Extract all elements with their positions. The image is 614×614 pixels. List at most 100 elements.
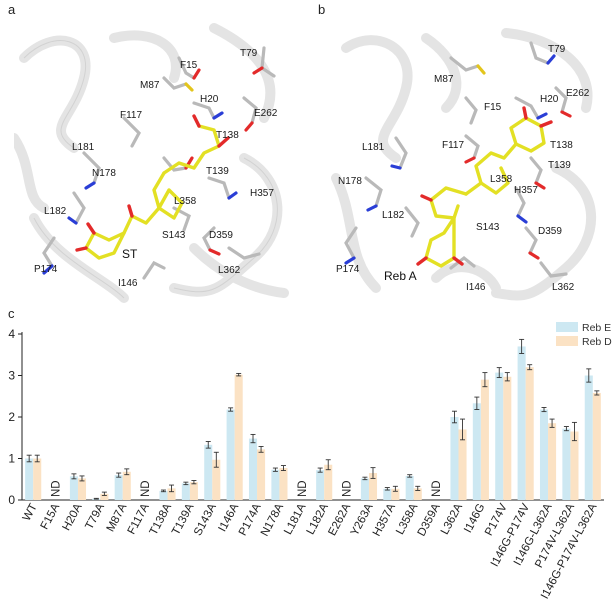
bar-reb-d xyxy=(212,459,221,500)
chart-bars xyxy=(25,346,601,500)
chart-axes: 0 1 2 3 4 xyxy=(8,327,604,507)
residue-label: T139 xyxy=(548,160,571,171)
bar-reb-d xyxy=(33,458,42,500)
bar-reb-d xyxy=(189,482,198,500)
residue-label: I146 xyxy=(466,282,486,293)
residue-label: T79 xyxy=(240,48,258,59)
residue-label: T138 xyxy=(216,130,239,141)
category-label: T79A xyxy=(83,501,107,531)
bar-reb-e xyxy=(69,476,78,500)
residue-label: H20 xyxy=(200,94,219,105)
ligand-sticks-b xyxy=(416,106,553,268)
residue-labels-a: F15 T79 M87 H20 E262 F117 T138 L181 T139… xyxy=(34,48,278,289)
legend-swatch xyxy=(556,336,578,346)
residue-label: L362 xyxy=(218,265,241,276)
residue-label: L362 xyxy=(552,282,575,293)
bar-reb-d xyxy=(279,468,288,500)
nd-label: ND xyxy=(51,480,63,497)
chart-error-bars xyxy=(26,338,600,500)
residue-label: P174 xyxy=(34,264,58,275)
residue-label: M87 xyxy=(434,74,454,85)
bar-reb-d xyxy=(324,464,333,500)
residue-label: F117 xyxy=(442,140,464,151)
bar-reb-e xyxy=(450,417,459,500)
residue-sticks-a xyxy=(42,46,276,280)
bar-reb-e xyxy=(495,372,504,500)
bar-reb-d xyxy=(167,488,176,500)
bar-reb-d xyxy=(257,449,266,500)
category-label: WT xyxy=(21,502,40,523)
bar-reb-d xyxy=(570,431,579,500)
legend-label: Reb E xyxy=(582,322,611,334)
residue-label: F15 xyxy=(484,102,502,113)
structure-a-drawing: F15 T79 M87 H20 E262 F117 T138 L181 T139… xyxy=(14,18,296,304)
category-label: F15A xyxy=(39,501,63,531)
category-label: H357A xyxy=(371,501,398,538)
residue-label: L181 xyxy=(72,142,95,153)
y-tick-label: 0 xyxy=(8,493,15,507)
residue-sticks-b xyxy=(344,41,572,278)
bar-reb-d xyxy=(503,376,512,500)
legend-label: Reb D xyxy=(582,336,612,348)
protein-cartoon-a-outline xyxy=(23,40,278,299)
bar-reb-d xyxy=(458,429,467,500)
bar-reb-d xyxy=(391,488,400,500)
bar-reb-d xyxy=(234,374,243,500)
residue-label: E262 xyxy=(254,108,278,119)
residue-label: T139 xyxy=(206,166,229,177)
category-label: D359A xyxy=(416,501,443,538)
residue-label: D359 xyxy=(538,226,562,237)
bar-reb-e xyxy=(517,346,526,500)
bar-reb-d xyxy=(548,423,557,500)
residue-label: I146 xyxy=(118,278,138,289)
bar-reb-e xyxy=(539,409,549,500)
residue-label: H357 xyxy=(250,188,274,199)
y-tick-label: 1 xyxy=(8,452,15,466)
residue-label: S143 xyxy=(476,222,500,233)
residue-label: F15 xyxy=(180,60,198,71)
residue-label: T79 xyxy=(548,44,566,55)
category-label: L362A xyxy=(439,501,465,536)
bar-reb-e xyxy=(316,470,325,500)
bar-reb-e xyxy=(226,409,235,500)
bar-reb-d xyxy=(100,493,109,500)
nd-label: ND xyxy=(140,480,152,497)
bar-reb-e xyxy=(25,458,34,500)
bar-reb-e xyxy=(248,438,258,500)
residue-label: E262 xyxy=(566,88,590,99)
protein-cartoon-b xyxy=(331,28,597,301)
panel-letter-c: c xyxy=(8,306,15,321)
nd-label: ND xyxy=(297,480,309,497)
residue-label: L358 xyxy=(490,174,513,185)
residue-label: H20 xyxy=(540,94,559,105)
ligand-label-b: Reb A xyxy=(384,269,417,283)
ligand-label-a: ST xyxy=(122,247,138,261)
residue-label: F117 xyxy=(120,110,142,121)
bar-reb-e xyxy=(562,428,571,500)
residue-label: P174 xyxy=(336,264,360,275)
residue-label: D359 xyxy=(209,230,233,241)
chart-legend: Reb E Reb D xyxy=(556,322,612,348)
nd-label: ND xyxy=(431,480,443,497)
residue-labels-b: T79 M87 E262 H20 F15 F117 T138 L181 T139… xyxy=(336,44,590,293)
bar-reb-e xyxy=(472,403,481,500)
bar-reb-d xyxy=(77,478,87,500)
bar-reb-d xyxy=(592,392,601,500)
bar-reb-d xyxy=(368,473,378,500)
residue-label: N178 xyxy=(92,168,116,179)
ligand-sticks-a xyxy=(75,114,230,260)
residue-label: S143 xyxy=(162,230,186,241)
y-tick-label: 2 xyxy=(8,410,15,424)
bar-reb-d xyxy=(122,471,131,500)
residue-label: L358 xyxy=(174,196,197,207)
bar-reb-e xyxy=(360,478,369,500)
bar-reb-e xyxy=(114,475,123,500)
structure-panel-b: T79 M87 E262 H20 F15 F117 T138 L181 T139… xyxy=(326,18,608,304)
bar-reb-e xyxy=(204,444,213,500)
residue-label: T138 xyxy=(550,140,573,151)
bar-reb-d xyxy=(413,488,422,500)
residue-label: L182 xyxy=(44,206,67,217)
structure-b-drawing: T79 M87 E262 H20 F15 F117 T138 L181 T139… xyxy=(326,18,608,304)
residue-label: M87 xyxy=(140,80,160,91)
bar-reb-e xyxy=(159,490,168,500)
